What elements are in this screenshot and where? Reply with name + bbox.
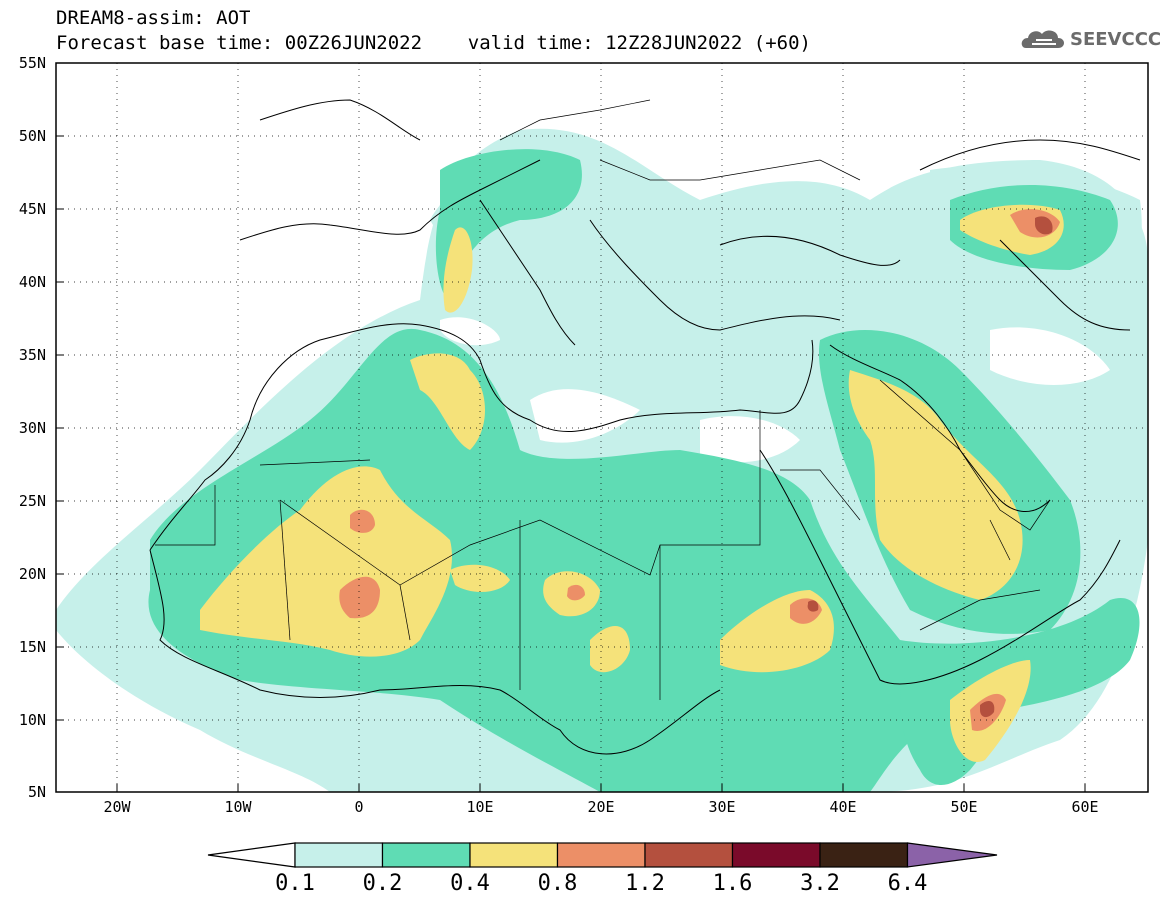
colorbar-box [381, 842, 471, 868]
lon-label: 20E [587, 798, 614, 816]
colorbar-label: 0.4 [450, 871, 490, 896]
colorbar-box [294, 842, 384, 868]
longitude-labels: 20W 10W 0 10E 20E 30E 40E 50E 60E [103, 798, 1098, 816]
lon-label: 40E [829, 798, 856, 816]
lon-label: 10E [466, 798, 493, 816]
lat-label: 10N [19, 711, 46, 729]
colorbar-box [819, 842, 909, 868]
lon-label: 20W [103, 798, 131, 816]
lon-label: 0 [354, 798, 363, 816]
map-grid [56, 63, 1148, 792]
lat-label: 30N [19, 419, 46, 437]
colorbar-box [556, 842, 646, 868]
colorbar-box [644, 842, 734, 868]
lat-label: 55N [19, 54, 46, 72]
lon-label: 10W [224, 798, 252, 816]
colorbar-label: 6.4 [887, 871, 928, 896]
lon-label: 50E [950, 798, 977, 816]
tick-marks [56, 62, 1086, 792]
cloud-icon [1021, 30, 1064, 48]
colorbar-under-triangle [207, 842, 296, 868]
lon-label: 60E [1071, 798, 1098, 816]
forecast-time-line: Forecast base time: 00Z26JUN2022 valid t… [56, 32, 811, 54]
colorbar-over-triangle [906, 842, 998, 868]
colorbar-box [731, 842, 821, 868]
lat-label: 25N [19, 492, 46, 510]
lat-label: 45N [19, 200, 46, 218]
colorbar-label: 0.1 [275, 871, 315, 896]
colorbar-label: 0.8 [537, 871, 578, 896]
lat-label: 50N [19, 127, 46, 145]
lat-label: 40N [19, 273, 46, 291]
colorbar-label: 1.2 [625, 871, 665, 896]
seevccc-logo: SEEVCCC [1070, 29, 1162, 50]
lat-label: 5N [28, 783, 46, 801]
lon-label: 30E [708, 798, 735, 816]
colorbar-label: 3.2 [800, 871, 840, 896]
lat-label: 35N [19, 346, 46, 364]
latitude-labels: 55N 50N 45N 40N 35N 30N 25N 20N 15N 10N … [19, 54, 46, 801]
map-title: DREAM8-assim: AOT [56, 7, 251, 29]
lat-label: 20N [19, 565, 46, 583]
lat-label: 15N [19, 638, 46, 656]
political-borders [155, 99, 1051, 700]
colorbar-label: 0.2 [362, 871, 403, 896]
colorbar-label: 1.6 [712, 871, 753, 896]
colorbar-box [469, 842, 559, 868]
